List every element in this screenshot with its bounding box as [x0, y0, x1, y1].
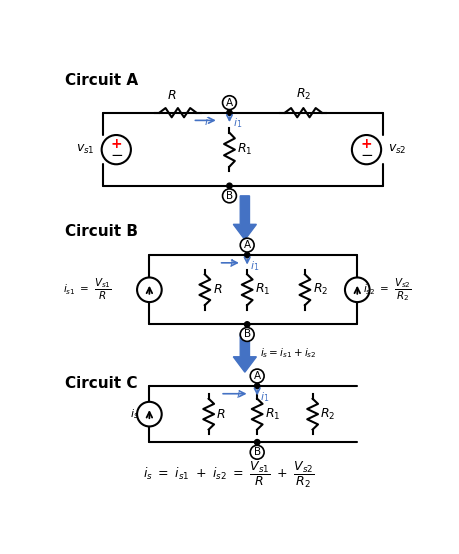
Text: $i_{s1}\ =\ \dfrac{V_{s1}}{R}$: $i_{s1}\ =\ \dfrac{V_{s1}}{R}$ — [63, 277, 112, 302]
Circle shape — [240, 327, 254, 341]
Circle shape — [223, 189, 236, 203]
Circle shape — [345, 278, 369, 302]
Circle shape — [227, 183, 232, 188]
Text: $i_s = i_{s1} + i_{s2}$: $i_s = i_{s1} + i_{s2}$ — [260, 346, 317, 360]
Text: $i_1$: $i_1$ — [260, 390, 269, 404]
Circle shape — [254, 439, 260, 445]
Text: $R$: $R$ — [167, 89, 176, 102]
Text: $i$: $i$ — [236, 388, 241, 401]
Text: B: B — [244, 330, 251, 340]
Text: $R_2$: $R_2$ — [313, 282, 328, 297]
Circle shape — [101, 135, 131, 165]
Text: $i$: $i$ — [229, 258, 234, 269]
FancyArrow shape — [233, 334, 257, 372]
Text: −: − — [110, 147, 123, 162]
Text: A: A — [226, 98, 233, 107]
Text: $R_1$: $R_1$ — [237, 142, 252, 157]
Circle shape — [137, 402, 162, 427]
Text: A: A — [244, 240, 251, 250]
Circle shape — [352, 135, 381, 165]
Circle shape — [227, 110, 232, 115]
Text: Circuit B: Circuit B — [65, 224, 138, 239]
Text: $v_{s2}$: $v_{s2}$ — [388, 143, 407, 156]
Circle shape — [245, 253, 250, 258]
Circle shape — [223, 96, 236, 110]
Text: $i_s$: $i_s$ — [129, 407, 139, 421]
Text: $R_1$: $R_1$ — [255, 282, 270, 297]
Text: $R$: $R$ — [213, 283, 222, 296]
Text: B: B — [254, 447, 261, 457]
Text: $R_1$: $R_1$ — [265, 407, 280, 422]
Text: $R_2$: $R_2$ — [296, 87, 311, 102]
Text: Circuit C: Circuit C — [65, 376, 137, 391]
Text: $i$: $i$ — [204, 115, 209, 127]
Text: $R_2$: $R_2$ — [320, 407, 336, 422]
Text: B: B — [226, 191, 233, 201]
Circle shape — [137, 278, 162, 302]
Text: $R$: $R$ — [216, 408, 226, 420]
Circle shape — [245, 322, 250, 327]
Text: −: − — [360, 147, 373, 162]
Text: $i_1$: $i_1$ — [250, 259, 260, 273]
Circle shape — [250, 369, 264, 383]
Text: $i_{s2}\ =\ \dfrac{V_{s2}}{R_2}$: $i_{s2}\ =\ \dfrac{V_{s2}}{R_2}$ — [363, 276, 412, 303]
Text: +: + — [361, 137, 372, 151]
Text: Circuit A: Circuit A — [65, 73, 138, 88]
Circle shape — [240, 238, 254, 252]
FancyArrow shape — [233, 196, 257, 240]
Text: +: + — [111, 137, 122, 151]
Text: $i_s\ =\ i_{s1}\ +\ i_{s2}\ =\ \dfrac{V_{s1}}{R}\ +\ \dfrac{V_{s2}}{R_2}$: $i_s\ =\ i_{s1}\ +\ i_{s2}\ =\ \dfrac{V_… — [143, 459, 315, 490]
Circle shape — [254, 383, 260, 389]
Text: A: A — [254, 371, 261, 381]
Circle shape — [250, 445, 264, 459]
Text: $v_{s1}$: $v_{s1}$ — [76, 143, 95, 156]
Text: $i_1$: $i_1$ — [233, 116, 242, 130]
